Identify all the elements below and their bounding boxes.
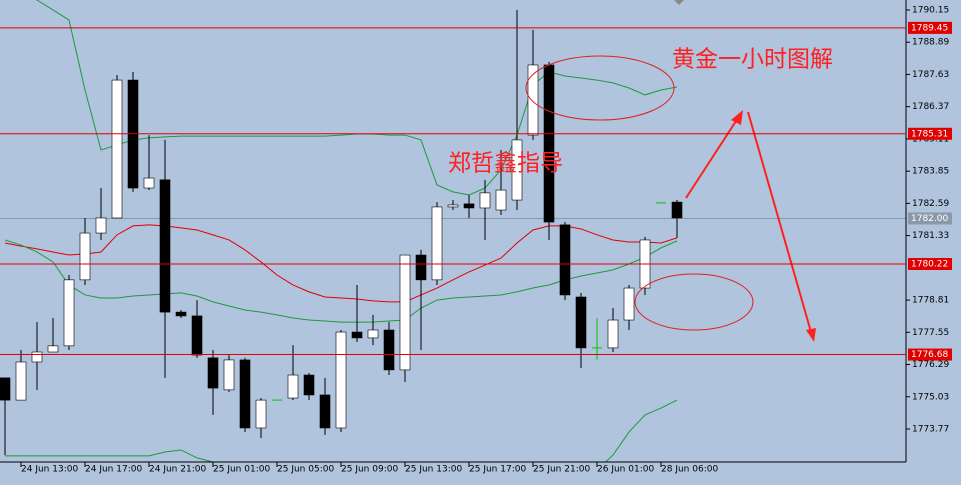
- x-tick-label: 25 Jun 17:00: [469, 465, 526, 475]
- candle-body: [143, 177, 155, 189]
- candle-body: [623, 287, 635, 321]
- candle-body: [111, 79, 123, 219]
- x-tick-label: 26 Jun 01:00: [597, 465, 654, 475]
- x-tick-label: 24 Jun 17:00: [85, 465, 142, 475]
- level-label-box: [908, 258, 952, 270]
- highlight-ellipse: [525, 55, 675, 121]
- y-tick-label: 1790.15: [912, 5, 949, 15]
- candle-body: [607, 319, 619, 349]
- level-label: 1789.45: [911, 23, 948, 33]
- x-tick-label: 25 Jun 05:00: [277, 465, 334, 475]
- candle-body: [175, 311, 187, 317]
- y-tick-label: 1777.55: [912, 328, 949, 338]
- candle-body: [207, 357, 219, 389]
- candle-body: [383, 329, 395, 371]
- candle-body: [159, 179, 171, 313]
- candle-body: [287, 374, 299, 399]
- price-label-box: [908, 212, 952, 225]
- candle-body: [367, 329, 379, 339]
- candle-body: [335, 331, 347, 429]
- candle-body: [303, 374, 315, 396]
- level-label: 1776.68: [911, 350, 948, 360]
- candle-body: [527, 64, 539, 136]
- x-tick-label: 25 Jun 01:00: [213, 465, 270, 475]
- candle-body: [31, 351, 43, 363]
- candle-body: [319, 394, 331, 429]
- arrow-head: [806, 328, 816, 342]
- y-tick-label: 1786.37: [912, 102, 949, 112]
- candle-body: [479, 192, 491, 209]
- arrow-up: [685, 117, 739, 199]
- candle-body: [575, 296, 587, 349]
- candle-body: [495, 189, 507, 211]
- candle-body: [399, 254, 411, 371]
- level-label: 1785.31: [911, 129, 948, 139]
- highlight-ellipse: [634, 273, 754, 331]
- x-tick-label: 24 Jun 21:00: [149, 465, 206, 475]
- candle-body: [511, 139, 523, 201]
- candle-body: [79, 232, 91, 281]
- shift-marker: [674, 0, 684, 5]
- y-tick-label: 1783.85: [912, 167, 949, 177]
- candle-body: [671, 201, 683, 219]
- candle-body: [463, 203, 475, 209]
- x-tick-label: 25 Jun 09:00: [341, 465, 398, 475]
- candle-body: [47, 345, 59, 353]
- arrow-head: [731, 110, 743, 125]
- candle-body: [239, 359, 251, 429]
- y-tick-label: 1788.89: [912, 38, 949, 48]
- candle-body: [415, 254, 427, 281]
- candle-body: [543, 64, 555, 223]
- level-label-box: [908, 348, 952, 361]
- candle-body: [255, 399, 267, 429]
- y-tick-label: 1787.63: [912, 70, 949, 80]
- y-tick-label: 1775.03: [912, 392, 949, 402]
- candle-body: [223, 359, 235, 391]
- annotation: 郑哲鑫指导: [448, 151, 563, 177]
- x-tick-label: 25 Jun 21:00: [533, 465, 590, 475]
- level-label-box: [908, 127, 952, 140]
- annotation: 黄金一小时图解: [672, 47, 833, 73]
- y-tick-label: 1781.33: [912, 231, 949, 241]
- band-line: [5, 399, 678, 462]
- y-tick-label: 1782.59: [912, 199, 949, 209]
- y-tick-label: 1778.81: [912, 296, 949, 306]
- y-tick-label: 1773.77: [912, 425, 949, 435]
- level-label-box: [908, 21, 952, 34]
- candle-body: [559, 224, 571, 296]
- y-tick-label: 1776.29: [912, 360, 949, 370]
- level-label: 1780.22: [911, 260, 948, 270]
- candle-body: [351, 331, 363, 339]
- price-label: 1782.00: [911, 214, 948, 224]
- candle-body: [0, 377, 11, 401]
- candle-body: [63, 279, 75, 347]
- x-tick-label: 28 Jun 06:00: [661, 465, 718, 475]
- candle-body: [191, 315, 203, 356]
- x-tick-label: 24 Jun 13:00: [21, 465, 78, 475]
- arrow-down: [747, 111, 812, 333]
- candle-body: [15, 361, 27, 401]
- candle-body: [95, 217, 107, 234]
- x-tick-label: 25 Jun 13:00: [405, 465, 462, 475]
- candle-body: [431, 206, 443, 281]
- candle-body: [447, 204, 459, 208]
